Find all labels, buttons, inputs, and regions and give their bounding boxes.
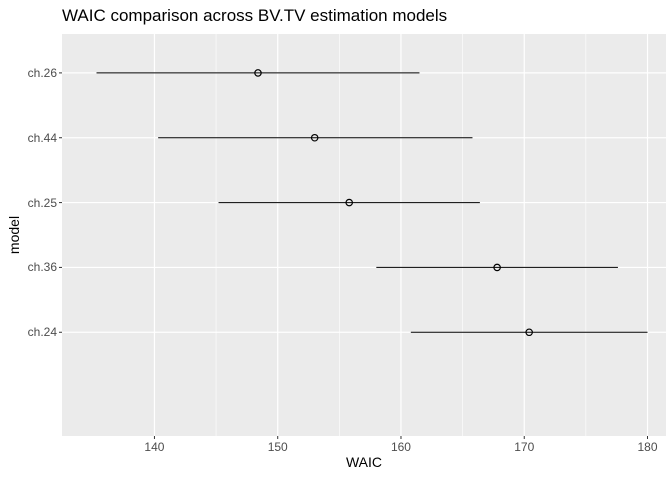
x-tick-label: 140 [144, 440, 165, 454]
y-tick-label: ch.24 [27, 325, 57, 340]
y-tick-label: ch.26 [27, 65, 57, 80]
plot-panel [59, 34, 666, 439]
y-axis-label: model [6, 215, 22, 255]
y-tick-label: ch.44 [27, 130, 57, 145]
waic-point [525, 328, 533, 337]
x-tick-label: 150 [267, 440, 288, 454]
x-tick-label: 170 [514, 440, 535, 454]
waic-point [310, 133, 319, 142]
plot-area [59, 34, 666, 439]
waic-point [493, 263, 501, 272]
x-axis-label: WAIC [345, 454, 383, 470]
x-tick-label: 160 [390, 440, 411, 454]
waic-point [345, 198, 354, 207]
chart-title: WAIC comparison across BV.TV estimation … [62, 6, 448, 25]
waic-point [254, 69, 262, 77]
y-tick-label: ch.36 [27, 260, 57, 275]
x-tick-label: 180 [637, 440, 658, 454]
y-tick-label: ch.25 [27, 195, 57, 210]
